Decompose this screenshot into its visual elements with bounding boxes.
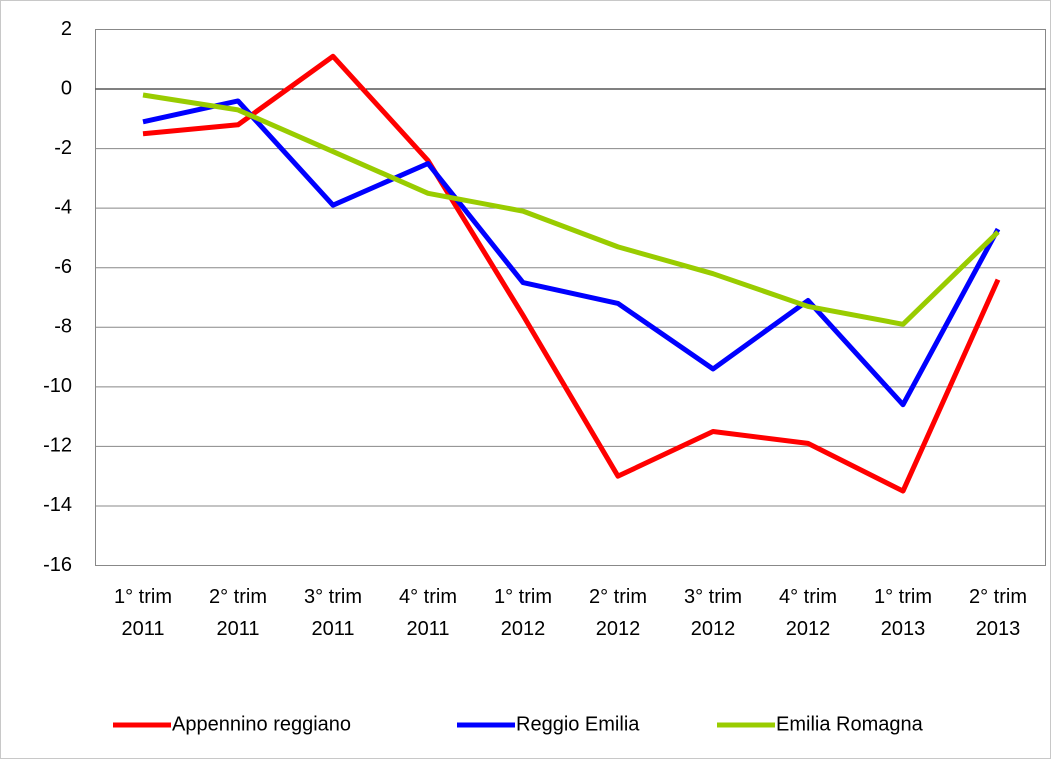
y-tick-label: -2 (54, 137, 72, 159)
y-tick-label: 0 (61, 77, 72, 99)
x-tick-label: 1° trim 2011 (114, 586, 172, 640)
y-tick-label: -8 (54, 316, 72, 338)
series-line (142, 53, 1001, 494)
x-tick-label: 1° trim 2013 (874, 586, 932, 640)
y-tick-label: 2 (61, 18, 72, 40)
x-tick-label: 4° trim 2012 (779, 586, 837, 640)
y-tick-label: -6 (54, 256, 72, 278)
x-tick-label: 2° trim 2012 (589, 586, 647, 640)
x-tick-label: 4° trim 2011 (399, 586, 457, 640)
x-tick-label: 2° trim 2013 (969, 586, 1027, 640)
x-tick-label: 2° trim 2011 (209, 586, 267, 640)
legend-label: Emilia Romagna (776, 713, 924, 735)
x-tick-label: 1° trim 2012 (494, 586, 552, 640)
y-tick-label: -16 (43, 554, 72, 576)
legend-label: Reggio Emilia (516, 713, 640, 735)
series-line (142, 92, 1000, 327)
y-tick-label: -14 (43, 494, 72, 516)
y-tick-label: -10 (43, 375, 72, 397)
legend-label: Appennino reggiano (172, 713, 351, 735)
y-tick-label: -12 (43, 435, 72, 457)
series-line (142, 98, 1001, 408)
y-tick-label: -4 (54, 196, 72, 218)
x-tick-label: 3° trim 2012 (684, 586, 742, 640)
x-tick-label: 3° trim 2011 (304, 586, 362, 640)
